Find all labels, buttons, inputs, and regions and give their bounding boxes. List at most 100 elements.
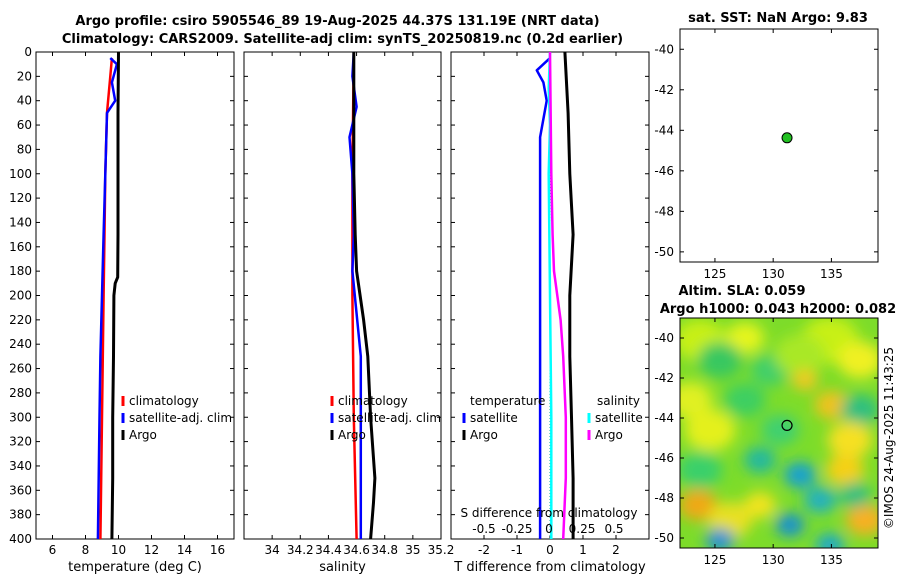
temperature-x-tick-label: 12 [144,543,159,557]
differences-x-tick-label: -1 [511,543,523,557]
sla_map-axes-box [679,317,879,549]
diff-x2-tick-label: 0.25 [569,522,596,536]
sal-legend-climatology-label: climatology [338,394,408,408]
salinity-x-tick-label: 34.8 [371,543,398,557]
salinity-x-tick-label: 34.6 [343,543,370,557]
y-tick-label: 220 [9,313,32,327]
diff-x2-tick-label: 0.5 [604,522,623,536]
temperature-x-tick-label: 8 [82,543,90,557]
temp-legend-climatology-label: climatology [129,394,199,408]
sla_map-x-tick-label: 130 [762,553,785,567]
sst-argo-marker [781,132,793,144]
temperature-x-tick-label: 14 [177,543,192,557]
differences-x-tick-label: 1 [579,543,587,557]
sla-field-blob [680,451,723,489]
sla-field-blob [825,454,865,486]
y-tick-label: 20 [17,69,32,83]
sst_map-x-tick-label: 125 [703,267,726,281]
sla-field-blob [725,322,765,354]
temperature-xlabel: temperature (deg C) [68,560,202,575]
sla-field-blob [814,390,850,420]
differences-x-tick-label: 2 [612,543,620,557]
salinity-x-tick-label: 34.4 [315,543,342,557]
sla-field-blob [784,462,816,488]
sla_map-y-tick-label: -46 [654,451,674,465]
y-tick-label: 80 [17,142,32,156]
sla-field [680,318,878,548]
diff-temp-argo-line [563,51,575,539]
salinity-xlabel: salinity [319,560,366,575]
sla_map-y-tick-label: -42 [654,371,674,385]
sla-map-title-2: Argo h1000: 0.043 h2000: 0.082 [660,302,896,317]
y-tick-label: 260 [9,362,32,376]
sla-field-blob [837,341,878,379]
sst_map-y-tick-label: -46 [654,164,674,178]
sst_map-y-tick-label: -48 [654,204,674,218]
sla_map-y-tick-label: -44 [654,411,674,425]
salinity-x-tick-label: 35.2 [428,543,455,557]
sst-map-title: sat. SST: NaN Argo: 9.83 [688,11,868,26]
diff-x2label: S difference from climatology [461,506,638,520]
salinity-x-tick-label: 34.2 [287,543,314,557]
temperature-axes-box [35,51,235,540]
y-tick-label: 360 [9,483,32,497]
sla-field-blob [724,383,766,417]
temperature-x-tick-label: 6 [49,543,57,557]
diff-sal-argo-line [548,51,568,540]
temp-legend-satellite-label: satellite-adj. clim [129,411,232,425]
y-tick-label: 40 [17,94,32,108]
title-line-1: Argo profile: csiro 5905546_89 19-Aug-20… [75,14,600,29]
y-tick-label: 60 [17,118,32,132]
sla-field-blob [845,504,878,536]
sst_map-axes-box [679,28,879,263]
sla-heatmap [680,318,878,548]
y-tick-label: 0 [24,45,32,59]
y-tick-label: 300 [9,410,32,424]
sla_map-y-tick-label: -40 [654,331,674,345]
sst_map-y-tick-label: -42 [654,83,674,97]
sla-field-blob [827,421,873,459]
sal-legend-satellite-label: satellite-adj. clim [338,411,441,425]
salinity-x-tick-label: 35 [405,543,420,557]
y-tick-label: 180 [9,264,32,278]
sla-field-blob [684,409,736,451]
sla-field-blob [804,487,836,513]
sla-field-blob [840,394,878,426]
imos-watermark: ©IMOS 24-Aug-2025 11:43:25 [882,346,896,530]
sla-field-blob [774,334,826,376]
sst_map-x-tick-label: 130 [762,267,785,281]
diff-legend-sal-argo-label: Argo [595,428,623,442]
y-tick-label: 140 [9,215,32,229]
diff-temp-satellite-line [535,57,551,539]
y-tick-label: 320 [9,435,32,449]
temperature-x-tick-label: 10 [111,543,126,557]
diff-x2-tick-label: -0.5 [472,522,495,536]
sla-field-blob [760,414,800,446]
sla-argo-marker [781,419,793,431]
salinity-x-tick-label: 34 [265,543,280,557]
temp-satellite-line [96,57,119,540]
y-tick-label: 400 [9,532,32,546]
diff-legend-temp-title: temperature [470,394,545,408]
sst_map-y-tick-label: -50 [654,245,674,259]
y-tick-label: 240 [9,337,32,351]
y-tick-label: 340 [9,459,32,473]
y-tick-label: 160 [9,240,32,254]
sla-field-blob [775,513,805,537]
sst_map-x-tick-label: 135 [820,267,843,281]
differences-x-tick-label: -2 [478,543,490,557]
sla_map-x-tick-label: 125 [703,553,726,567]
sla_map-y-tick-label: -50 [654,531,674,545]
y-tick-label: 280 [9,386,32,400]
y-tick-label: 100 [9,167,32,181]
diff-legend-temp-argo-label: Argo [470,428,498,442]
title-line-2: Climatology: CARS2009. Satellite-adj cli… [61,32,624,47]
y-tick-label: 380 [9,508,32,522]
temp-legend-argo-label: Argo [129,428,157,442]
sla-field-blob [705,528,735,548]
sla-field-blob [815,533,845,548]
y-tick-label: 200 [9,289,32,303]
sal-legend-argo-label: Argo [338,428,366,442]
sla-field-blob [680,381,713,419]
sal-argo-line [352,52,377,540]
